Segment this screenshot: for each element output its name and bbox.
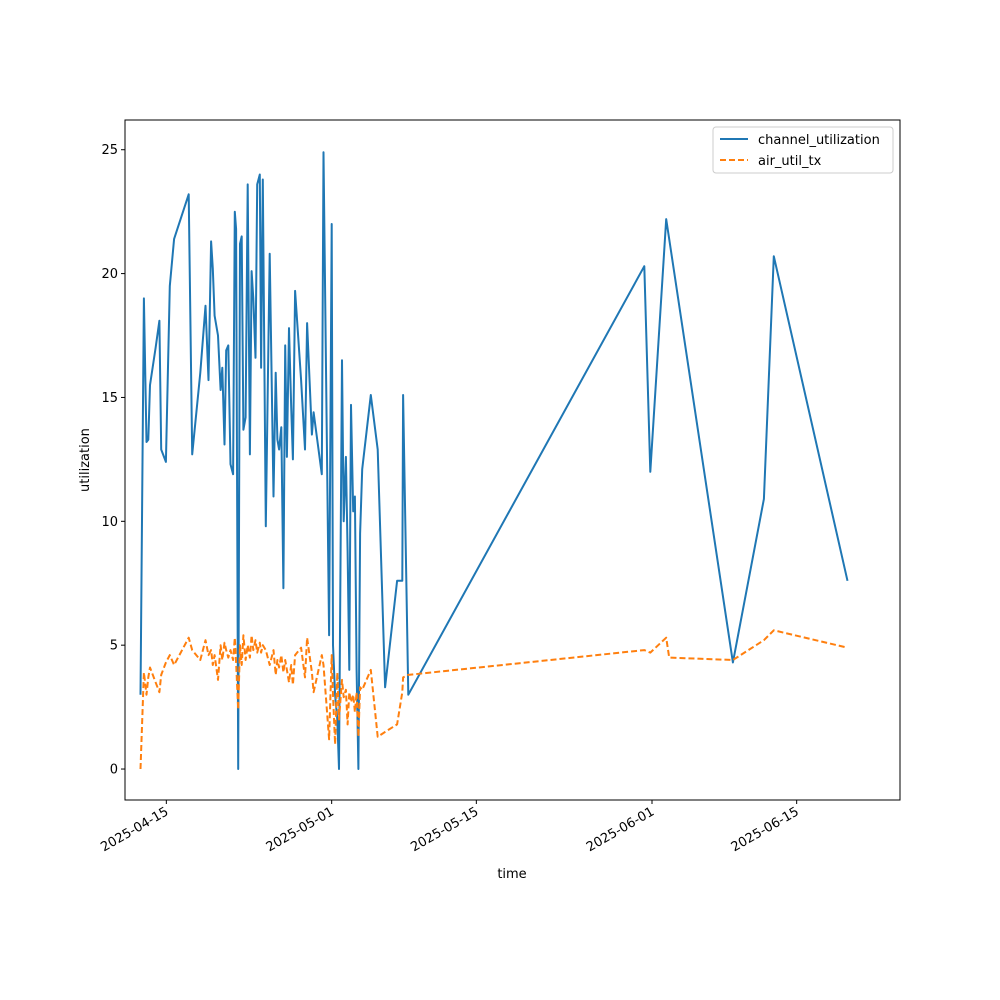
legend: channel_utilization air_util_tx bbox=[712, 126, 894, 174]
x-axis-title: time bbox=[497, 867, 526, 882]
y-axis: 0 5 10 15 20 25 bbox=[101, 143, 125, 778]
legend-label-channel-utilization: channel_utilization bbox=[758, 133, 880, 148]
y-axis-title: utilization bbox=[78, 428, 93, 492]
y-tick-label: 5 bbox=[110, 639, 118, 654]
y-tick-label: 15 bbox=[101, 391, 118, 406]
plot-frame bbox=[124, 119, 901, 801]
y-tick-label: 10 bbox=[101, 515, 118, 530]
y-tick-label: 0 bbox=[110, 763, 118, 778]
y-tick-label: 25 bbox=[101, 143, 118, 158]
series-layer bbox=[139, 151, 849, 770]
legend-label-air-util-tx: air_util_tx bbox=[758, 154, 822, 169]
legend-box bbox=[712, 126, 894, 174]
y-tick-label: 20 bbox=[101, 267, 118, 282]
series-line-air-util-tx bbox=[139, 629, 848, 770]
